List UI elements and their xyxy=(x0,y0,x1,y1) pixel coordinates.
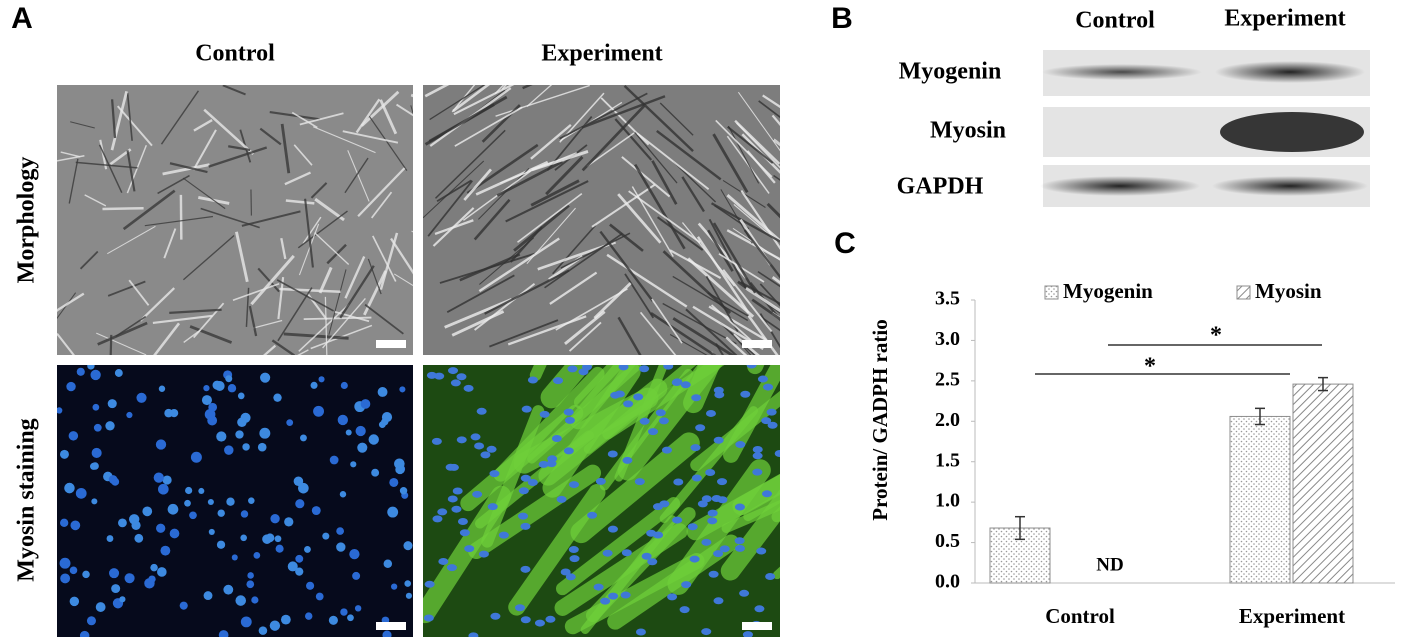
blot xyxy=(1040,50,1370,207)
scale-bar xyxy=(742,340,772,348)
column-title: Control xyxy=(1075,8,1155,34)
y-tick-label: 2.0 xyxy=(935,409,960,431)
scale-bar xyxy=(376,622,406,630)
y-tick-label: 0.5 xyxy=(935,530,960,552)
panel-label: A xyxy=(11,2,33,35)
legend-swatch xyxy=(1044,285,1059,300)
x-tick-label: Experiment xyxy=(1239,604,1345,628)
y-tick-label: 3.0 xyxy=(935,328,960,350)
x-tick-label: Control xyxy=(1045,604,1115,628)
annotation: * xyxy=(1144,354,1156,380)
micrograph xyxy=(423,365,780,637)
column-title: Control xyxy=(195,41,275,67)
row-title: Myosin staining xyxy=(14,418,40,581)
annotation: ND xyxy=(1096,554,1123,575)
micrograph xyxy=(57,85,413,355)
y-tick-label: 3.5 xyxy=(935,288,960,310)
micrograph xyxy=(57,365,413,637)
legend-label: Myosin xyxy=(1255,279,1322,303)
micrograph xyxy=(423,85,780,355)
panel-label: C xyxy=(834,227,856,260)
y-tick-label: 0.0 xyxy=(935,571,960,593)
chart: 0.0 0.5 1.0 1.5 2.0 2.5 3.0 3.5 Control Experimen… xyxy=(935,279,1395,628)
annotation: * xyxy=(1210,323,1222,349)
y-tick-label: 1.5 xyxy=(935,449,960,471)
scale-bar xyxy=(742,622,772,630)
panel-label: B xyxy=(831,2,853,35)
column-title: Experiment xyxy=(1224,6,1345,32)
legend-swatch xyxy=(1236,285,1251,300)
bar xyxy=(1292,383,1354,584)
bar xyxy=(1229,415,1291,584)
row-title: Myosin xyxy=(930,118,1006,144)
column-title: Experiment xyxy=(541,41,662,67)
row-title: Myogenin xyxy=(899,59,1002,85)
y-tick-label: 2.5 xyxy=(935,368,960,390)
legend-label: Myogenin xyxy=(1063,279,1153,303)
row-title: Morphology xyxy=(14,157,40,284)
y-tick-label: 1.0 xyxy=(935,490,960,512)
scale-bar xyxy=(376,340,406,348)
y-axis-label: Protein/ GADPH ratio xyxy=(868,319,892,520)
row-title: GAPDH xyxy=(897,174,984,200)
